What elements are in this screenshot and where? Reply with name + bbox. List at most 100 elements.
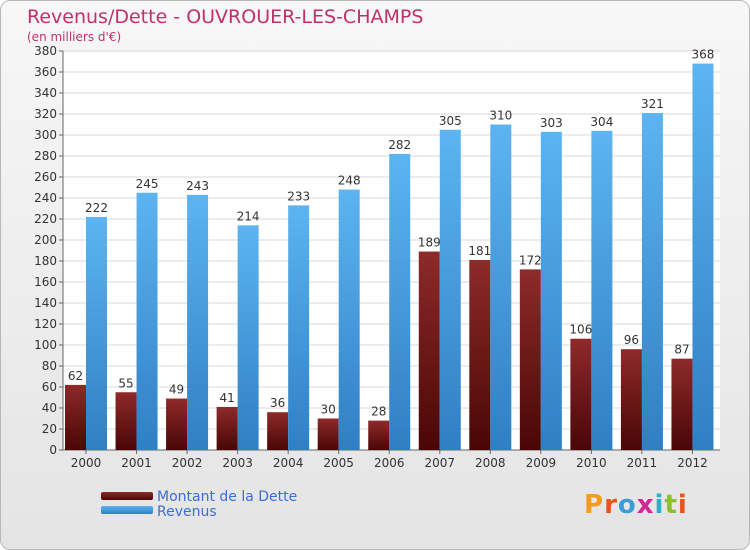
data-label-revenue-2011: 321 xyxy=(641,97,664,111)
bar-revenue-2010 xyxy=(591,130,613,451)
data-label-debt-2000: 62 xyxy=(68,369,83,383)
x-tick-label: 2000 xyxy=(71,456,102,470)
x-tick-label: 2010 xyxy=(576,456,607,470)
y-tick-label: 260 xyxy=(34,170,57,184)
bar-revenue-2003 xyxy=(237,225,259,450)
data-label-revenue-2004: 233 xyxy=(287,189,310,203)
logo-letter: i xyxy=(654,490,665,520)
x-tick-label: 2009 xyxy=(526,456,557,470)
bar-debt-2009 xyxy=(519,269,541,450)
y-tick-label: 340 xyxy=(34,86,57,100)
data-label-debt-2004: 36 xyxy=(270,396,285,410)
logo-letter: i xyxy=(677,490,688,520)
bar-debt-2004 xyxy=(267,412,289,450)
data-label-revenue-2010: 304 xyxy=(590,115,613,129)
y-tick-label: 300 xyxy=(34,128,57,142)
legend-label-revenue: Revenus xyxy=(157,504,217,520)
bar-revenue-2012 xyxy=(692,63,714,450)
bar-debt-2012 xyxy=(671,358,693,450)
data-label-debt-2007: 189 xyxy=(418,236,441,250)
data-label-debt-2005: 30 xyxy=(321,403,336,417)
bar-debt-2008 xyxy=(469,259,491,450)
y-tick-label: 360 xyxy=(34,65,57,79)
data-label-revenue-2006: 282 xyxy=(388,138,411,152)
bar-revenue-2008 xyxy=(490,124,512,450)
chart-title: Revenus/Dette - OUVROUER-LES-CHAMPS xyxy=(27,6,424,28)
data-label-revenue-2003: 214 xyxy=(237,209,260,223)
data-label-debt-2001: 55 xyxy=(118,376,133,390)
bar-revenue-2006 xyxy=(389,153,411,450)
bar-revenue-2000 xyxy=(86,216,107,450)
data-label-debt-2003: 41 xyxy=(219,391,234,405)
bar-revenue-2005 xyxy=(338,189,360,450)
bar-revenue-2002 xyxy=(187,194,209,450)
bar-revenue-2004 xyxy=(288,205,310,450)
data-label-revenue-2000: 222 xyxy=(85,201,108,215)
bar-debt-2001 xyxy=(115,392,137,450)
logo-letter: P xyxy=(584,490,605,520)
data-label-revenue-2008: 310 xyxy=(489,109,512,123)
bar-layer xyxy=(65,63,714,451)
y-tick-label: 280 xyxy=(34,149,57,163)
data-label-debt-2009: 172 xyxy=(519,253,542,267)
data-label-revenue-2001: 245 xyxy=(136,177,159,191)
unit-note: (en milliers d'€) xyxy=(27,30,122,44)
bar-debt-2011 xyxy=(620,349,642,450)
x-tick-label: 2011 xyxy=(627,456,658,470)
data-label-debt-2010: 106 xyxy=(569,323,592,337)
bar-debt-2006 xyxy=(368,420,390,450)
bar-revenue-2001 xyxy=(136,192,158,450)
data-label-debt-2008: 181 xyxy=(468,244,491,258)
axis-layer: 0 20 40 60 80 100 120 140 160 180 200 220 240 260 280 3… xyxy=(34,44,720,470)
y-tick-label: 120 xyxy=(34,317,57,331)
data-label-debt-2011: 96 xyxy=(624,333,639,347)
y-tick-label: 380 xyxy=(34,44,57,58)
bar-debt-2010 xyxy=(570,338,592,450)
data-label-revenue-2007: 305 xyxy=(439,114,462,128)
bar-revenue-2011 xyxy=(641,112,663,450)
x-tick-label: 2006 xyxy=(374,456,405,470)
bar-debt-2002 xyxy=(166,398,188,450)
x-tick-label: 2004 xyxy=(273,456,304,470)
bar-revenue-2009 xyxy=(540,131,562,450)
bar-debt-2007 xyxy=(418,251,440,450)
bar-revenue-2007 xyxy=(439,129,461,450)
legend-swatch-debt xyxy=(101,492,153,500)
y-tick-label: 200 xyxy=(34,233,57,247)
x-tick-label: 2007 xyxy=(424,456,455,470)
y-tick-label: 80 xyxy=(42,359,57,373)
y-tick-label: 0 xyxy=(49,443,57,457)
x-tick-label: 2005 xyxy=(323,456,354,470)
logo-letter: o xyxy=(617,490,637,520)
data-label-revenue-2009: 303 xyxy=(540,116,563,130)
y-tick-label: 240 xyxy=(34,191,57,205)
y-tick-label: 20 xyxy=(42,422,57,436)
logo-letter: r xyxy=(604,490,618,520)
y-tick-label: 140 xyxy=(34,296,57,310)
y-tick-label: 160 xyxy=(34,275,57,289)
legend-label-debt: Montant de la Dette xyxy=(157,489,298,505)
data-label-debt-2002: 49 xyxy=(169,383,184,397)
legend-swatch-revenue xyxy=(101,506,153,514)
x-tick-label: 2003 xyxy=(222,456,253,470)
label-layer: 62 222 55 245 49 243 41 214 36 233 30 248 28 282 189 30… xyxy=(68,48,715,419)
data-label-revenue-2012: 368 xyxy=(692,48,715,62)
data-label-debt-2012: 87 xyxy=(674,343,689,357)
x-tick-label: 2008 xyxy=(475,456,506,470)
x-tick-label: 2002 xyxy=(172,456,203,470)
bar-debt-2003 xyxy=(216,406,238,450)
y-tick-label: 40 xyxy=(42,401,57,415)
y-tick-label: 180 xyxy=(34,254,57,268)
x-tick-label: 2012 xyxy=(677,456,708,470)
data-label-revenue-2002: 243 xyxy=(186,179,209,193)
y-tick-label: 60 xyxy=(42,380,57,394)
y-tick-label: 320 xyxy=(34,107,57,121)
logo-letter: t xyxy=(664,490,678,520)
data-label-revenue-2005: 248 xyxy=(338,174,361,188)
x-tick-label: 2001 xyxy=(121,456,152,470)
y-tick-label: 100 xyxy=(34,338,57,352)
data-label-debt-2006: 28 xyxy=(371,405,386,419)
proxiti-logo: Proxiti xyxy=(584,490,688,520)
